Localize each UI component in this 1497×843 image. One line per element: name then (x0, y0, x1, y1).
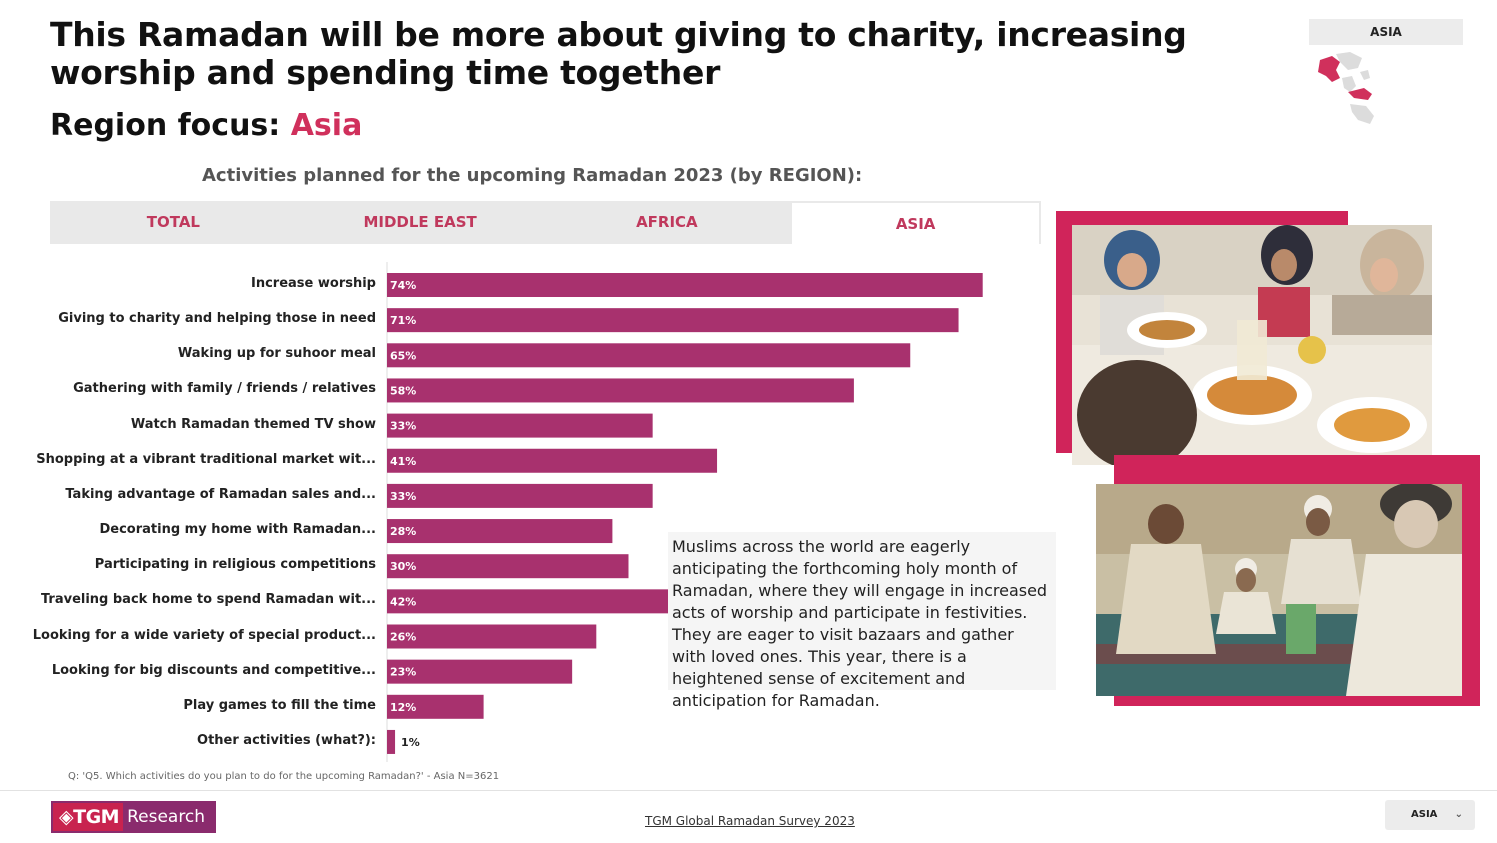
data-label: 65% (390, 349, 416, 362)
logo-left: ◈TGM (53, 803, 124, 831)
category-labels: Increase worship Giving to charity and he… (33, 262, 376, 762)
bar (387, 659, 573, 684)
category-label: Traveling back home to spend Ramadan wit… (40, 592, 376, 608)
chevron-down-icon: ⌄ (1454, 809, 1463, 820)
tab-asia[interactable]: ASIA (790, 201, 1041, 244)
category-label: Taking advantage of Ramadan sales and... (65, 486, 376, 502)
asia-map-icon (1318, 52, 1374, 124)
category-label: Increase worship (251, 276, 376, 291)
data-label: 30% (390, 560, 416, 573)
category-label: Waking up for suhoor meal (177, 346, 376, 362)
chart-heading: Activities planned for the upcoming Rama… (202, 165, 863, 186)
data-label: 1% (401, 736, 420, 749)
description-text: Muslims across the world are eagerly ant… (668, 532, 1056, 710)
mosque-prayer-photo (1096, 484, 1462, 696)
data-label: 42% (390, 595, 416, 608)
data-label: 28% (390, 525, 416, 538)
bar-plot: 74% 71% 65% 58% 33% 41% 33% 28% 30% 42% 26% 23% 12% 1… (386, 262, 983, 762)
data-label: 33% (390, 420, 416, 433)
activities-bar-chart: Increase worship Giving to charity and he… (0, 262, 1060, 762)
data-label: 12% (390, 701, 416, 714)
bar (387, 308, 959, 333)
data-label: 33% (390, 490, 416, 503)
region-focus: Region focus: Asia (50, 106, 362, 146)
tab-total[interactable]: TOTAL (146, 213, 200, 231)
region-focus-label: Region focus: (50, 108, 291, 143)
region-select-value: ASIA (1411, 809, 1438, 820)
bar (387, 413, 653, 438)
tgm-research-logo: ◈TGM Research (51, 801, 216, 833)
bar (387, 448, 718, 473)
survey-footnote: Q: 'Q5. Which activities do you plan to … (68, 771, 500, 782)
bar (387, 483, 653, 508)
category-label: Shopping at a vibrant traditional market… (36, 451, 376, 467)
bar (387, 554, 629, 579)
tab-middle-east[interactable]: MIDDLE EAST (363, 213, 477, 231)
data-label: 71% (390, 314, 416, 327)
data-label: 23% (390, 666, 416, 679)
source-link[interactable]: TGM Global Ramadan Survey 2023 (645, 814, 855, 828)
bar (387, 694, 484, 719)
data-label: 74% (390, 279, 416, 292)
region-tabs: TOTAL MIDDLE EAST AFRICA ASIA (50, 201, 1041, 244)
bar (387, 273, 983, 297)
logo-right: Research (123, 803, 214, 831)
iftar-family-photo (1072, 225, 1432, 465)
category-label: Giving to charity and helping those in n… (58, 311, 376, 327)
region-focus-name: Asia (290, 108, 363, 143)
category-label: Looking for a wide variety of special pr… (32, 627, 376, 643)
category-label: Watch Ramadan themed TV show (130, 416, 376, 432)
category-label: Decorating my home with Ramadan... (99, 522, 376, 538)
region-badge: ASIA (1309, 19, 1463, 45)
category-label: Gathering with family / friends / relati… (73, 381, 376, 397)
data-label: 26% (390, 631, 416, 644)
bar (387, 519, 613, 544)
footer-divider (0, 790, 1497, 791)
category-label: Play games to fill the time (183, 697, 376, 713)
bar (387, 729, 396, 754)
bar (387, 343, 911, 368)
category-label: Other activities (what?): (197, 732, 376, 748)
data-label: 58% (390, 384, 416, 397)
region-select[interactable]: ASIA ⌄ (1385, 800, 1475, 830)
bar (387, 624, 597, 649)
category-label: Participating in religious competitions (94, 557, 376, 573)
tab-africa[interactable]: AFRICA (636, 213, 698, 231)
bar (387, 378, 854, 403)
page-title: This Ramadan will be more about giving t… (50, 15, 1187, 92)
data-label: 41% (390, 455, 416, 468)
category-label: Looking for big discounts and competitiv… (51, 662, 376, 678)
